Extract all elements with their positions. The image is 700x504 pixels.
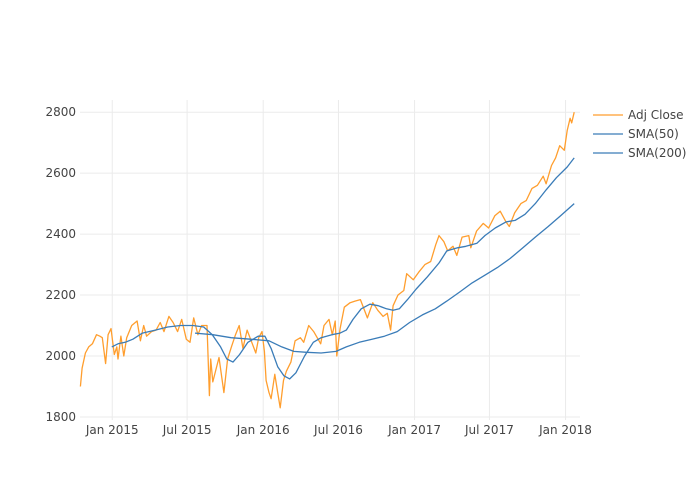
x-tick-label: Jan 2017	[387, 423, 441, 437]
legend[interactable]: Adj Close SMA(50) SMA(200)	[593, 108, 686, 160]
x-tick-label: Jul 2016	[313, 423, 363, 437]
x-tick-label: Jul 2017	[464, 423, 514, 437]
x-tick-label: Jul 2015	[162, 423, 212, 437]
y-axis: 1800 2000 2200 2400 2600 2800	[45, 105, 76, 424]
legend-item[interactable]: SMA(200)	[593, 146, 686, 160]
y-tick-label: 2600	[45, 166, 76, 180]
legend-item[interactable]: SMA(50)	[593, 127, 679, 141]
series-line-sma-200	[194, 203, 575, 354]
legend-item[interactable]: Adj Close	[593, 108, 683, 122]
y-tick-label: 1800	[45, 410, 76, 424]
series-line-sma-50	[111, 157, 575, 380]
x-axis: Jan 2015 Jul 2015 Jan 2016 Jul 2016 Jan 2017…	[85, 423, 592, 437]
y-tick-label: 2200	[45, 288, 76, 302]
grid	[80, 100, 580, 420]
x-tick-label: Jan 2015	[85, 423, 139, 437]
y-tick-label: 2400	[45, 227, 76, 241]
y-tick-label: 2000	[45, 349, 76, 363]
x-tick-label: Jan 2016	[236, 423, 290, 437]
legend-label: Adj Close	[628, 108, 683, 122]
legend-label: SMA(200)	[628, 146, 686, 160]
x-tick-label: Jan 2018	[538, 423, 592, 437]
series-line-adj-close	[79, 112, 575, 409]
legend-label: SMA(50)	[628, 127, 679, 141]
y-tick-label: 2800	[45, 105, 76, 119]
series-lines	[79, 112, 575, 409]
